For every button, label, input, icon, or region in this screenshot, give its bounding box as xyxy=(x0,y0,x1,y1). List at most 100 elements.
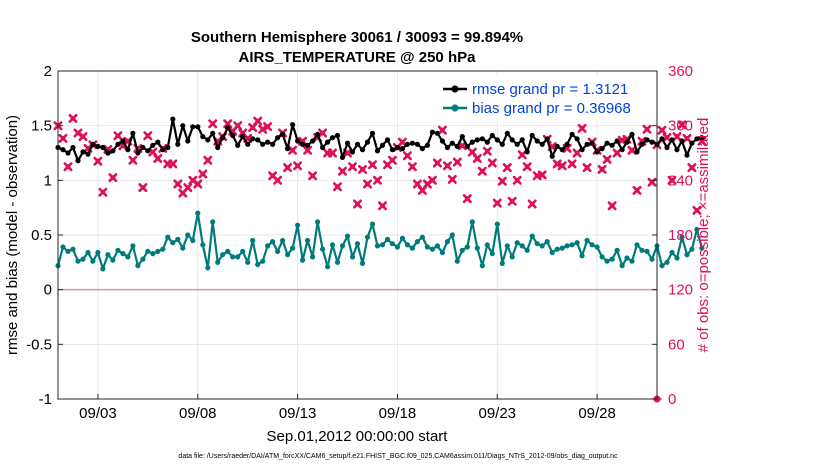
chart-subtitle: AIRS_TEMPERATURE @ 250 hPa xyxy=(239,49,477,66)
assimilated-marker-core xyxy=(210,121,216,127)
bias-point xyxy=(230,254,236,260)
assimilated-marker-core xyxy=(609,203,615,209)
assimilated-marker xyxy=(173,179,183,189)
assimilated-marker xyxy=(677,120,687,130)
bias-point xyxy=(265,243,271,249)
bias-point xyxy=(305,237,311,244)
bias-point xyxy=(70,246,76,252)
bias-point xyxy=(649,256,655,262)
bias-point xyxy=(584,237,590,244)
assimilated-marker xyxy=(153,153,163,164)
bias-point xyxy=(80,256,86,262)
assimilated-marker xyxy=(288,145,298,155)
left-tick-label: -0.5 xyxy=(26,336,52,353)
legend-rmse-label: rmse grand pr = 1.3121 xyxy=(472,81,628,98)
rmse-point xyxy=(399,146,405,152)
bias-point xyxy=(359,260,366,266)
rmse-point xyxy=(644,137,650,143)
assimilated-marker-core xyxy=(360,167,365,172)
bias-point xyxy=(349,254,356,260)
rmse-point xyxy=(514,141,520,147)
assimilated-marker xyxy=(477,166,487,176)
assimilated-marker xyxy=(527,199,537,209)
assimilated-marker xyxy=(402,151,412,161)
rmse-point xyxy=(115,141,121,147)
legend-rmse-marker xyxy=(451,85,459,93)
rmse-point xyxy=(664,144,670,151)
assimilated-marker xyxy=(397,137,407,147)
rmse-point xyxy=(125,147,131,153)
bias-point xyxy=(85,249,91,256)
rmse-point xyxy=(604,140,610,146)
rmse-point xyxy=(629,131,635,137)
assimilated-marker xyxy=(372,175,383,185)
bias-point xyxy=(180,245,186,251)
assimilated-marker xyxy=(432,158,442,168)
legend-bias-label: bias grand pr = 0.36968 xyxy=(472,100,631,117)
assimilated-marker-core xyxy=(335,184,340,190)
assimilated-marker-core xyxy=(80,134,86,139)
bias-point xyxy=(125,254,131,260)
rmse-point xyxy=(65,150,71,156)
assimilated-marker xyxy=(482,146,492,156)
bias-point xyxy=(205,265,211,271)
assimilated-marker-core xyxy=(330,150,335,156)
assimilated-marker xyxy=(672,132,682,142)
assimilated-marker-core xyxy=(305,147,310,153)
rmse-point xyxy=(509,137,515,143)
rmse-point xyxy=(305,142,311,148)
rmse-point xyxy=(145,148,151,154)
left-tick-label: -1 xyxy=(39,391,52,408)
assimilated-marker-core xyxy=(679,122,685,128)
assimilated-marker xyxy=(128,155,138,165)
assimilated-marker xyxy=(522,162,532,172)
assimilated-marker xyxy=(318,128,328,138)
bias-point xyxy=(165,234,171,240)
rmse-point xyxy=(384,137,391,143)
bias-point xyxy=(389,241,395,247)
assimilated-marker xyxy=(362,179,373,189)
bias-point xyxy=(320,246,326,252)
assimilated-marker xyxy=(168,159,178,169)
rmse-point xyxy=(494,137,500,143)
bias-point xyxy=(609,256,615,262)
assimilated-marker-core xyxy=(155,156,161,161)
right-tick-label: 360 xyxy=(668,63,693,80)
assimilated-marker-core xyxy=(380,203,385,209)
assimilated-marker-core xyxy=(514,177,520,183)
rmse-point xyxy=(95,143,101,149)
rmse-point xyxy=(325,139,331,145)
assimilated-marker xyxy=(98,187,108,197)
assimilated-marker-core xyxy=(410,164,415,170)
assimilated-marker-core xyxy=(365,181,370,187)
bias-point xyxy=(195,210,201,216)
rmse-point xyxy=(120,138,126,144)
rmse-point xyxy=(574,136,580,142)
bias-point xyxy=(664,259,670,265)
assimilated-marker-core xyxy=(415,181,420,187)
assimilated-marker xyxy=(442,161,452,171)
rmse-point xyxy=(349,149,356,155)
rmse-point xyxy=(250,136,256,142)
rmse-point xyxy=(175,141,181,147)
bias-point xyxy=(329,242,336,248)
assimilated-marker-core xyxy=(255,118,261,124)
assimilated-marker xyxy=(557,161,567,171)
assimilated-marker-core xyxy=(325,150,330,156)
assimilated-marker-core xyxy=(489,160,495,166)
rmse-point xyxy=(479,136,485,142)
rmse-point xyxy=(404,141,410,147)
assimilated-marker-core xyxy=(165,161,171,167)
assimilated-marker-core xyxy=(574,150,580,156)
rmse-point xyxy=(409,140,415,146)
rmse-point xyxy=(359,147,366,153)
rmse-point xyxy=(634,149,640,155)
assimilated-marker xyxy=(407,162,417,172)
bias-point xyxy=(484,242,490,248)
rmse-point xyxy=(559,147,565,153)
rmse-point xyxy=(454,143,460,149)
bias-point xyxy=(344,233,351,239)
bias-point xyxy=(60,244,66,250)
legend-bias-marker xyxy=(451,104,459,112)
